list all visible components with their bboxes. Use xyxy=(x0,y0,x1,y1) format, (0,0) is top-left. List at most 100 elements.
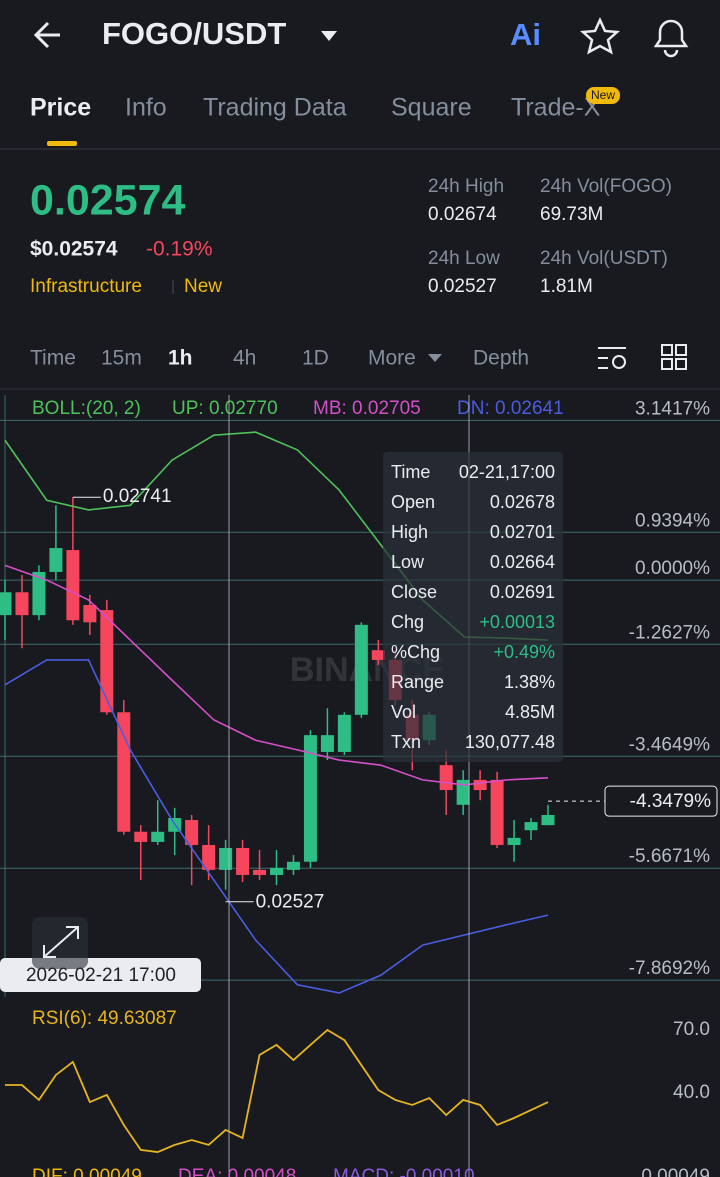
candle-body xyxy=(0,592,12,616)
tab[interactable]: Trade-X xyxy=(511,94,601,122)
candle-body xyxy=(100,610,114,713)
tab-badge: New xyxy=(591,88,615,102)
y-tick-label: -3.4649% xyxy=(629,734,710,755)
tag[interactable]: Infrastructure xyxy=(30,276,142,297)
candle-body xyxy=(202,844,216,870)
ai-button[interactable]: Ai xyxy=(510,17,541,52)
interval[interactable]: Depth xyxy=(473,347,529,370)
boll-line xyxy=(4,659,549,994)
stat-label: 24h Vol(FOGO) xyxy=(540,176,672,197)
tooltip-value: 02-21,17:00 xyxy=(459,462,555,482)
tooltip-value: 1.38% xyxy=(504,672,555,692)
y-tick-label: -7.8692% xyxy=(629,958,710,979)
last-price-label: -4.3479% xyxy=(630,791,711,812)
candle-body xyxy=(134,831,148,842)
y-tick-label: -1.2627% xyxy=(629,622,710,643)
candle-body xyxy=(117,712,131,832)
tooltip-value: 0.02701 xyxy=(490,522,555,542)
candle-body xyxy=(219,848,233,870)
candle-body xyxy=(490,779,504,845)
interval[interactable]: Time xyxy=(30,347,76,370)
candle-body xyxy=(507,837,521,845)
indicator-icon[interactable] xyxy=(598,347,626,369)
tooltip-label: Close xyxy=(391,582,437,602)
tooltip-label: Txn xyxy=(391,732,421,752)
stat-value: 0.02527 xyxy=(428,276,497,297)
candle-body xyxy=(49,548,63,572)
boll-legend: MB: 0.02705 xyxy=(313,398,421,419)
y-tick-label: 0.9394% xyxy=(635,510,710,531)
rsi-line xyxy=(5,1028,549,1153)
interval[interactable]: 1h xyxy=(168,347,193,370)
boll-line xyxy=(4,564,549,786)
tab[interactable]: Info xyxy=(125,94,167,122)
interval[interactable]: 15m xyxy=(101,347,142,370)
candle-body xyxy=(15,592,29,616)
more-caret[interactable] xyxy=(428,354,442,362)
alert-icon[interactable] xyxy=(653,19,689,58)
tooltip-label: Chg xyxy=(391,612,424,632)
candle-body xyxy=(337,714,351,752)
candle-body xyxy=(286,861,300,870)
pair[interactable]: FOGO/USDT xyxy=(102,16,286,51)
tooltip-value: 0.02691 xyxy=(490,582,555,602)
back-icon[interactable] xyxy=(33,21,60,49)
y-tick-label: -5.6671% xyxy=(629,846,710,867)
candle-body xyxy=(32,571,46,616)
candle-body xyxy=(371,650,385,660)
stat-label: 24h Vol(USDT) xyxy=(540,248,668,269)
tab-indicator xyxy=(47,141,77,146)
rsi-tick-label: 40.0 xyxy=(673,1082,710,1103)
tab[interactable]: Trading Data xyxy=(203,94,347,122)
stat-value: 69.73M xyxy=(540,204,603,225)
tooltip-label: Low xyxy=(391,552,425,572)
stat-label: 24h Low xyxy=(428,248,500,269)
tooltip-value: +0.49% xyxy=(493,642,555,662)
boll-legend: DN: 0.02641 xyxy=(457,398,564,419)
tag[interactable]: New xyxy=(184,276,222,297)
tooltip-value: +0.00013 xyxy=(479,612,555,632)
interval[interactable]: 1D xyxy=(302,347,329,370)
layout-icon[interactable] xyxy=(661,344,687,370)
candle-body xyxy=(320,735,334,752)
tab-badge-bg xyxy=(586,87,620,104)
change: -0.19% xyxy=(146,238,213,261)
last-price: 0.02574 xyxy=(30,176,186,224)
low-annotation: 0.02527 xyxy=(256,892,325,913)
candle-body xyxy=(270,867,283,875)
tooltip-label: High xyxy=(391,522,428,542)
tooltip-label: Range xyxy=(391,672,444,692)
pair-caret[interactable] xyxy=(321,31,337,41)
favorite-icon[interactable] xyxy=(579,16,621,55)
candle-body xyxy=(303,735,317,862)
stat-value: 0.02674 xyxy=(428,204,497,225)
rsi-label: RSI(6): 49.63087 xyxy=(32,1008,177,1029)
expand-icon[interactable] xyxy=(43,926,79,958)
interval[interactable]: More xyxy=(368,347,416,370)
tooltip-value: 130,077.48 xyxy=(465,732,555,752)
dif: DIF: 0.00049 xyxy=(32,1166,142,1177)
candle-body xyxy=(253,869,267,875)
macd-axis: 0.00049 xyxy=(641,1166,710,1177)
rsi-tick-label: 70.0 xyxy=(673,1019,710,1040)
tab[interactable]: Square xyxy=(391,94,472,122)
candle-body xyxy=(151,831,165,842)
candle-body xyxy=(83,604,97,623)
tooltip-label: Open xyxy=(391,492,435,512)
candle-body xyxy=(354,624,368,715)
candle-body xyxy=(66,550,80,621)
candle-body xyxy=(456,779,470,805)
tooltip-label: Vol xyxy=(391,702,416,722)
stat-value: 1.81M xyxy=(540,276,593,297)
interval[interactable]: 4h xyxy=(233,347,256,370)
tooltip-label: Time xyxy=(391,462,430,482)
tooltip-value: 0.02664 xyxy=(490,552,555,572)
crosshair-time: 2026-02-21 17:00 xyxy=(26,965,176,986)
tab[interactable]: Price xyxy=(30,94,91,122)
dea: DEA: 0.00048 xyxy=(178,1166,296,1177)
candle-body xyxy=(473,779,487,791)
y-tick-label: 0.0000% xyxy=(635,558,710,579)
stat-label: 24h High xyxy=(428,176,504,197)
